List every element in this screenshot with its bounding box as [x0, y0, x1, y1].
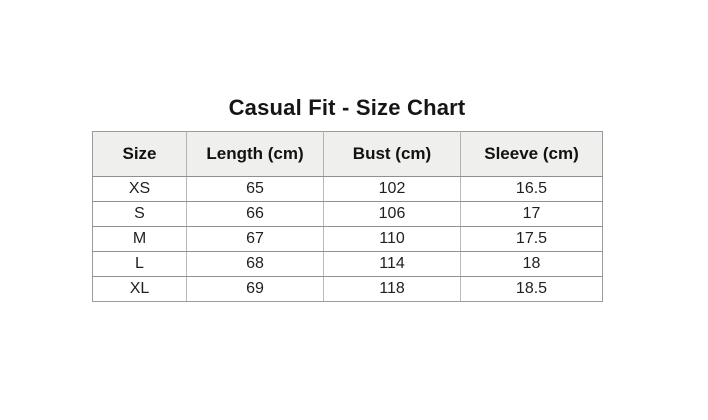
table-cell-size: S	[92, 201, 187, 227]
table-cell-length: 68	[186, 251, 324, 277]
table-cell-sleeve: 17	[460, 201, 603, 227]
table-cell-sleeve: 18	[460, 251, 603, 277]
page-title: Casual Fit - Size Chart	[228, 95, 466, 120]
column-header-sleeve: Sleeve (cm)	[460, 131, 603, 177]
table-cell-size: L	[92, 251, 187, 277]
table-row: M 67 110 17.5	[92, 226, 603, 252]
table-cell-length: 66	[186, 201, 324, 227]
table-cell-size: M	[92, 226, 187, 252]
table-row: L 68 114 18	[92, 251, 603, 277]
column-header-size: Size	[92, 131, 187, 177]
table-cell-bust: 110	[323, 226, 461, 252]
table-cell-sleeve: 16.5	[460, 176, 603, 202]
table-cell-length: 65	[186, 176, 324, 202]
table-row: XS 65 102 16.5	[92, 176, 603, 202]
table-row: XL 69 118 18.5	[92, 276, 603, 302]
table-cell-size: XL	[92, 276, 187, 302]
table-row: S 66 106 17	[92, 201, 603, 227]
table-cell-bust: 114	[323, 251, 461, 277]
table-cell-bust: 106	[323, 201, 461, 227]
header-row: Size Length (cm) Bust (cm) Sleeve (cm)	[92, 131, 603, 177]
table-cell-size: XS	[92, 176, 187, 202]
table-cell-length: 67	[186, 226, 324, 252]
table-cell-bust: 118	[323, 276, 461, 302]
column-header-length: Length (cm)	[186, 131, 324, 177]
table-cell-sleeve: 17.5	[460, 226, 603, 252]
table-cell-length: 69	[186, 276, 324, 302]
size-chart-table: Size Length (cm) Bust (cm) Sleeve (cm) X…	[92, 131, 603, 302]
table-cell-sleeve: 18.5	[460, 276, 603, 302]
table-cell-bust: 102	[323, 176, 461, 202]
column-header-bust: Bust (cm)	[323, 131, 461, 177]
